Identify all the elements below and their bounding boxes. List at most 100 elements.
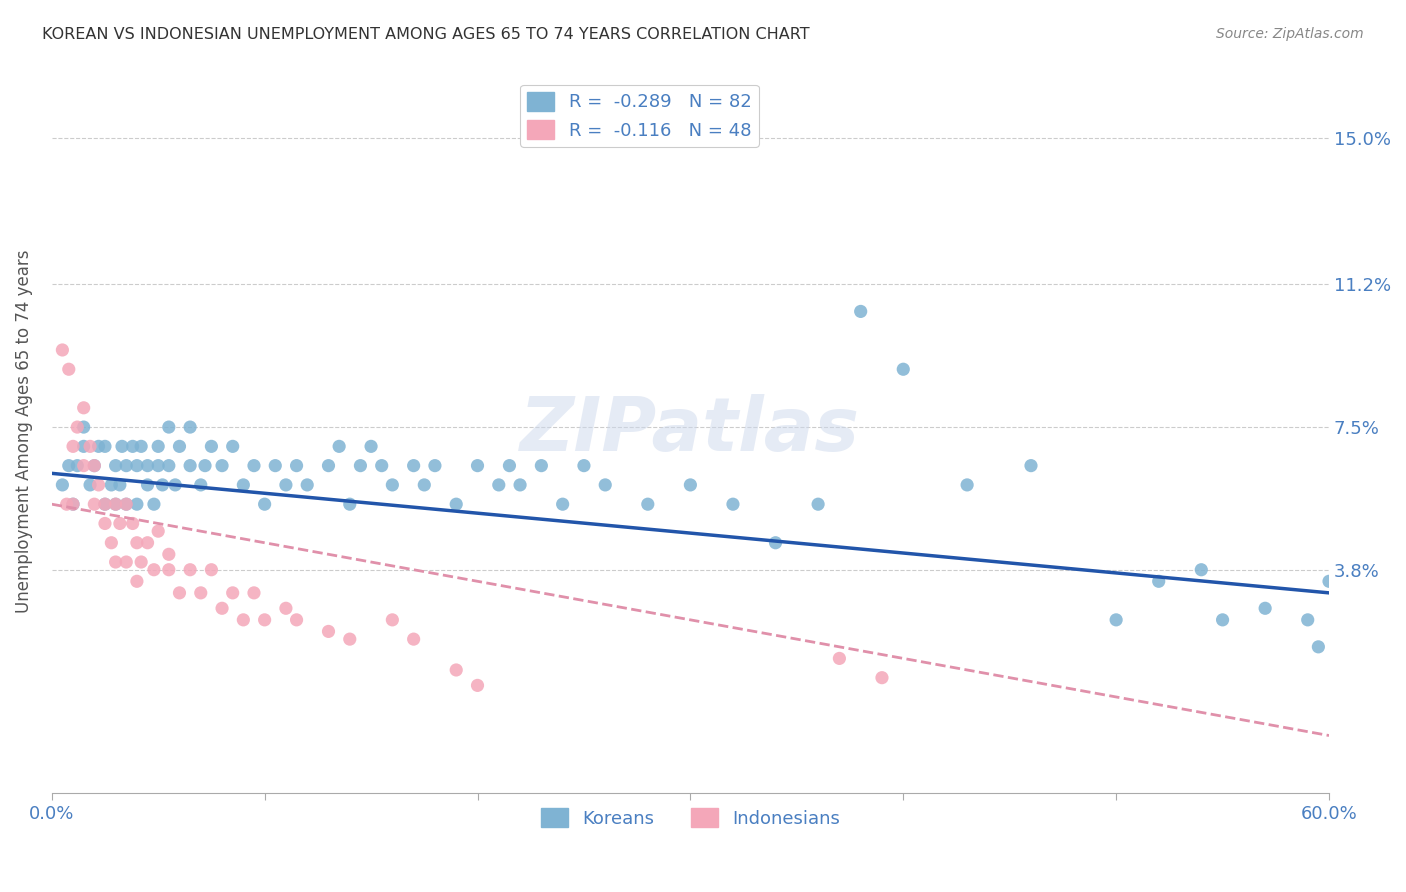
Point — [179, 563, 201, 577]
Point — [51, 478, 73, 492]
Point — [129, 555, 152, 569]
Point — [679, 478, 702, 492]
Point — [190, 586, 212, 600]
Point — [104, 497, 127, 511]
Point — [200, 439, 222, 453]
Point — [413, 478, 436, 492]
Point — [1317, 574, 1340, 589]
Point — [253, 497, 276, 511]
Point — [129, 439, 152, 453]
Point — [498, 458, 520, 473]
Point — [179, 458, 201, 473]
Point — [956, 478, 979, 492]
Point — [274, 601, 297, 615]
Point — [423, 458, 446, 473]
Point — [115, 555, 138, 569]
Point — [381, 613, 404, 627]
Point — [58, 458, 80, 473]
Point — [828, 651, 851, 665]
Point — [62, 497, 84, 511]
Point — [125, 497, 148, 511]
Point — [807, 497, 830, 511]
Point — [264, 458, 287, 473]
Point — [211, 458, 233, 473]
Point — [73, 420, 96, 434]
Point — [87, 478, 110, 492]
Point — [232, 478, 254, 492]
Point — [104, 555, 127, 569]
Point — [849, 304, 872, 318]
Point — [1212, 613, 1234, 627]
Point — [115, 458, 138, 473]
Point — [765, 535, 787, 549]
Point — [402, 632, 425, 647]
Point — [1147, 574, 1170, 589]
Point — [1105, 613, 1128, 627]
Point — [66, 420, 89, 434]
Point — [121, 439, 143, 453]
Point — [94, 497, 117, 511]
Text: Source: ZipAtlas.com: Source: ZipAtlas.com — [1216, 27, 1364, 41]
Point — [115, 497, 138, 511]
Point — [157, 458, 180, 473]
Point — [243, 458, 266, 473]
Point — [1308, 640, 1330, 654]
Point — [83, 458, 105, 473]
Point — [243, 586, 266, 600]
Point — [100, 535, 122, 549]
Point — [136, 535, 159, 549]
Point — [381, 478, 404, 492]
Point — [200, 563, 222, 577]
Point — [157, 547, 180, 561]
Text: ZIPatlas: ZIPatlas — [520, 394, 860, 467]
Point — [285, 458, 308, 473]
Point — [148, 524, 170, 538]
Point — [444, 497, 467, 511]
Point — [318, 458, 340, 473]
Point — [115, 497, 138, 511]
Point — [87, 439, 110, 453]
Point — [179, 420, 201, 434]
Point — [318, 624, 340, 639]
Point — [1189, 563, 1212, 577]
Point — [1254, 601, 1277, 615]
Point — [152, 478, 174, 492]
Point — [142, 497, 165, 511]
Legend: Koreans, Indonesians: Koreans, Indonesians — [534, 801, 848, 835]
Point — [402, 458, 425, 473]
Point — [1019, 458, 1042, 473]
Point — [100, 478, 122, 492]
Point — [232, 613, 254, 627]
Point — [94, 497, 117, 511]
Point — [104, 497, 127, 511]
Point — [55, 497, 77, 511]
Point — [870, 671, 893, 685]
Point — [62, 439, 84, 453]
Text: KOREAN VS INDONESIAN UNEMPLOYMENT AMONG AGES 65 TO 74 YEARS CORRELATION CHART: KOREAN VS INDONESIAN UNEMPLOYMENT AMONG … — [42, 27, 810, 42]
Point — [148, 439, 170, 453]
Point — [222, 586, 245, 600]
Point — [121, 516, 143, 531]
Point — [148, 458, 170, 473]
Point — [51, 343, 73, 357]
Point — [58, 362, 80, 376]
Point — [62, 497, 84, 511]
Point — [370, 458, 392, 473]
Point — [295, 478, 318, 492]
Point — [467, 678, 489, 692]
Point — [73, 439, 96, 453]
Point — [593, 478, 616, 492]
Point — [125, 458, 148, 473]
Point — [444, 663, 467, 677]
Point — [142, 563, 165, 577]
Point — [83, 497, 105, 511]
Point — [572, 458, 595, 473]
Point — [73, 458, 96, 473]
Point — [349, 458, 371, 473]
Point — [73, 401, 96, 415]
Point — [328, 439, 350, 453]
Point — [194, 458, 217, 473]
Point — [190, 478, 212, 492]
Point — [83, 458, 105, 473]
Point — [157, 563, 180, 577]
